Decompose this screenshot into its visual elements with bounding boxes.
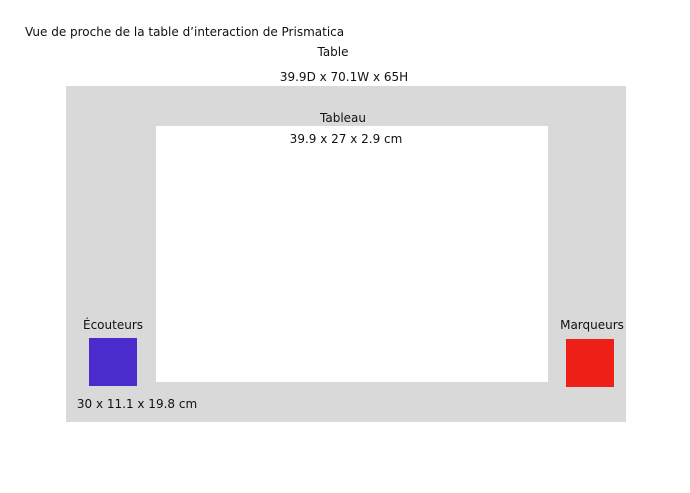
marqueurs-box [566, 339, 614, 387]
ecouteurs-label: Écouteurs [82, 318, 144, 332]
table-dimensions: 39.9D x 70.1W x 65H [279, 70, 409, 84]
tableau-dimensions: 39.9 x 27 x 2.9 cm [289, 132, 403, 146]
ecouteurs-dimensions: 30 x 11.1 x 19.8 cm [76, 397, 198, 411]
table-label: Table [317, 45, 349, 59]
ecouteurs-box [89, 338, 137, 386]
page-title: Vue de proche de la table d’interaction … [25, 25, 345, 39]
tableau-label: Tableau [320, 111, 366, 125]
marqueurs-label: Marqueurs [560, 318, 624, 332]
tableau-area [156, 126, 548, 382]
